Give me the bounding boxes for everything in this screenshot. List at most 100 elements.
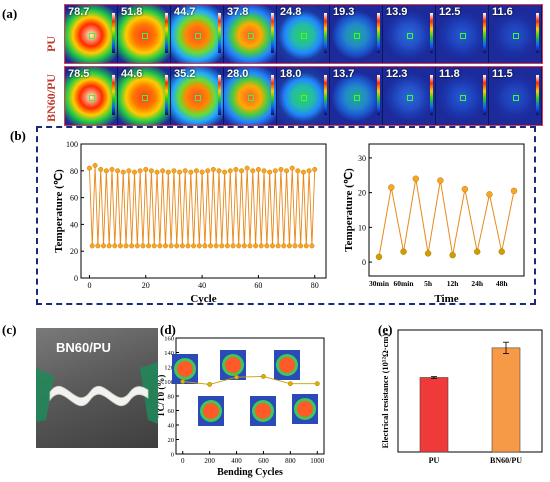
measure-marker	[354, 95, 360, 101]
color-scale-bar	[483, 75, 486, 115]
data-point	[162, 243, 168, 249]
data-point	[120, 169, 126, 175]
thermal-tile: 78.7	[65, 5, 118, 63]
plot-frame	[368, 143, 525, 277]
inset-inner	[177, 361, 193, 377]
y-tick-label: 30	[358, 154, 366, 163]
data-point	[267, 169, 273, 175]
thermal-temp-label: 28.0	[227, 68, 249, 80]
color-scale-bar	[165, 13, 168, 53]
series-line	[378, 178, 515, 257]
data-point	[437, 177, 444, 184]
data-point	[165, 169, 171, 175]
thermal-temp-label: 37.8	[227, 6, 249, 18]
data-point	[234, 374, 239, 380]
data-point	[412, 175, 420, 182]
thermal-temp-label: 11.6	[492, 6, 513, 18]
panel-b-label: (b)	[10, 128, 26, 143]
inset-inner	[279, 357, 295, 373]
x-tick-label: 60min	[394, 279, 415, 288]
x-tick-label: PU	[429, 456, 440, 465]
data-point	[375, 253, 383, 261]
panel-b-box	[36, 126, 536, 305]
color-scale-bar	[271, 75, 274, 115]
y-tick-label: 120	[164, 365, 174, 372]
y-axis-label: Temperature (℃)	[343, 168, 355, 252]
color-scale-bar	[324, 13, 327, 53]
bar	[419, 377, 449, 453]
y-tick-label: 60	[168, 408, 175, 415]
x-tick-label: 80	[311, 281, 319, 290]
data-point	[298, 243, 304, 249]
x-axis-label: Bending Cycles	[217, 467, 283, 478]
color-scale-bar	[112, 13, 115, 53]
data-point	[126, 168, 132, 174]
data-point	[191, 243, 197, 249]
data-point	[132, 169, 138, 175]
thermal-tile: 18.0	[277, 67, 330, 125]
data-point	[146, 243, 152, 249]
y-tick-label: 0	[171, 452, 174, 459]
thermal-row-bn60pu: 78.5 44.6 35.2 28.0 18.0 13.7 12.3 11.8 11.5	[64, 66, 543, 126]
row-label-pu: PU	[44, 36, 58, 52]
thermal-temp-label: 35.2	[174, 68, 196, 80]
data-point	[86, 165, 92, 171]
panel-c-label: (c)	[2, 322, 17, 337]
data-point	[241, 243, 247, 249]
measure-marker	[89, 33, 95, 39]
data-point	[188, 169, 194, 175]
x-tick-label: 1000	[310, 457, 325, 465]
data-point	[180, 379, 186, 384]
thermal-temp-label: 12.5	[439, 6, 461, 18]
thermal-temp-label: 44.6	[121, 68, 143, 80]
color-scale-bar	[377, 13, 380, 53]
data-point	[89, 243, 95, 249]
data-point	[213, 243, 219, 249]
data-point	[388, 184, 395, 191]
x-tick-label: 800	[285, 457, 296, 465]
twisted-film-illustration	[36, 362, 158, 424]
color-scale-bar	[218, 13, 221, 53]
data-point	[92, 162, 98, 168]
thermal-temp-label: 24.8	[280, 6, 302, 18]
data-point	[253, 243, 259, 249]
measure-marker	[301, 33, 307, 39]
inset-thermal-image	[198, 396, 224, 426]
x-tick-label: 200	[204, 457, 215, 465]
y-tick-label: 60	[70, 194, 78, 203]
data-point	[314, 381, 320, 387]
x-tick-label: 30min	[369, 279, 390, 288]
data-point	[222, 169, 228, 175]
y-tick-label: 20	[358, 189, 366, 198]
measure-marker	[460, 33, 466, 39]
x-axis-label: Cycle	[190, 293, 216, 305]
measure-marker	[407, 95, 413, 101]
inset-thermal-image	[292, 394, 318, 424]
data-point	[112, 243, 118, 249]
y-tick-label: 40	[70, 220, 78, 229]
data-point	[289, 165, 295, 171]
y-axis-label: TC/T0 (%)	[158, 375, 166, 418]
color-scale-bar	[536, 75, 539, 115]
thermal-tile: 12.3	[383, 67, 436, 125]
data-point	[179, 243, 185, 249]
thermal-temp-label: 78.7	[68, 6, 90, 18]
y-tick-label: 10	[358, 223, 366, 232]
data-point	[510, 187, 518, 195]
data-point	[247, 243, 253, 249]
measure-marker	[460, 95, 466, 101]
y-tick-label: 80	[168, 394, 175, 401]
thermal-temp-label: 44.7	[174, 6, 196, 18]
data-point	[143, 166, 149, 172]
thermal-tile: 51.8	[118, 5, 171, 63]
inset-inner	[297, 401, 313, 417]
thermal-tile: 24.8	[277, 5, 330, 63]
measure-marker	[142, 33, 148, 39]
color-scale-bar	[377, 75, 380, 115]
data-point	[95, 243, 101, 249]
data-point	[449, 251, 456, 259]
measure-marker	[407, 33, 413, 39]
data-point	[196, 243, 202, 249]
data-point	[264, 243, 270, 249]
